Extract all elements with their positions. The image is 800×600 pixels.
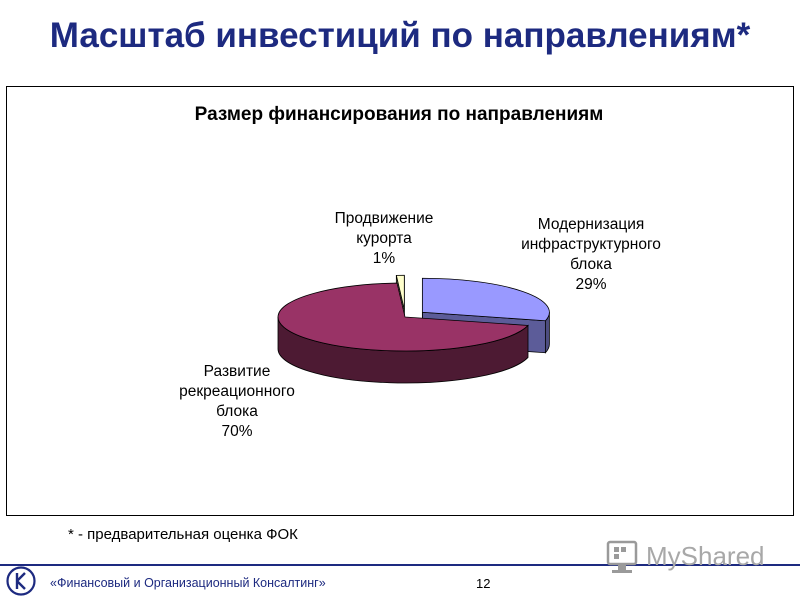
chart-frame: Размер финансирования по направлениям Мо… (6, 86, 794, 516)
pie-tops (277, 274, 550, 352)
footer-rule (0, 564, 800, 566)
pie-chart: Размер финансирования по направлениям Мо… (179, 104, 661, 440)
chart-title: Размер финансирования по направлениям (195, 104, 604, 125)
company-logo-icon (6, 566, 36, 596)
watermark-logo: MyShared (606, 540, 765, 573)
page-number: 12 (476, 576, 491, 591)
slice-label-0: Модернизация инфраструктурного блока 29% (521, 216, 661, 293)
pie-slice-0 (421, 277, 550, 322)
pie-slice-2 (395, 274, 405, 310)
svg-text:MyShared: MyShared (646, 541, 765, 571)
slice-label-2: Продвижение курорта 1% (335, 210, 434, 267)
pie-labels: Модернизация инфраструктурного блока 29% Раз… (179, 210, 661, 440)
company-name: «Финансовый и Организационный Консалтинг… (50, 576, 326, 590)
pie-slice-1 (277, 282, 529, 352)
footnote: * - предварительная оценка ФОК (68, 526, 298, 543)
slide-title: Масштаб инвестиций по направлениям* (49, 16, 751, 55)
slice-label-1: Развитие рекреационного блока 70% (179, 363, 295, 440)
